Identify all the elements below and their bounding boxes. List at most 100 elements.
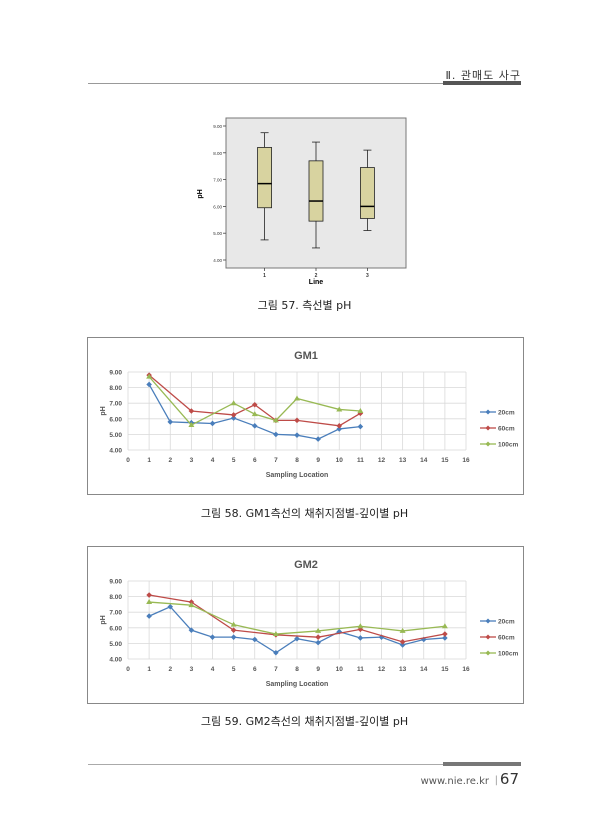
y-tick-label: 5.00 [213,231,222,236]
x-tick-label: 12 [378,666,386,673]
data-point-20cm [315,639,321,646]
x-tick-label: 3 [190,457,194,464]
series-line-100cm [148,376,361,426]
x-tick-label: 12 [378,457,386,464]
series-line-60cm [149,594,445,643]
y-tick-label: 7.00 [109,401,122,408]
data-point-60cm [146,592,152,598]
data-point-60cm [230,412,237,418]
x-tick-label: 8 [295,457,299,464]
y-tick-label: 6.00 [109,625,122,632]
legend-marker-100cm [485,650,491,656]
footer-url: www.nie.re.kr [420,776,489,787]
legend-marker-60cm [485,634,491,640]
x-tick-label: 7 [274,666,278,673]
x-tick-label: 7 [274,457,278,464]
y-tick-label: 4.00 [109,657,122,664]
legend-label-20cm: 20cm [498,619,515,626]
y-tick-label: 8.00 [109,385,122,392]
x-tick-label: 3 [190,666,194,673]
y-axis-label: pH [100,406,107,415]
data-point-100cm [336,406,343,412]
x-tick-label: 4 [211,666,215,673]
gm2-chart-frame: GM2 4.00 5.00 6.00 7.00 8.00 9.00 0 1 2 3 4 5 6 7 8 9 10 1… [87,546,524,704]
x-tick-label: 5 [232,457,236,464]
data-point-20cm [146,381,152,388]
data-point-100cm [315,627,322,633]
data-point-20cm [294,635,300,642]
data-point-20cm [378,634,385,640]
legend-label-60cm: 60cm [498,426,515,433]
x-tick-label: 4 [211,457,215,464]
x-tick-label: 14 [420,666,428,673]
x-tick-label: 0 [126,666,130,673]
legend-marker-60cm [485,425,491,431]
data-point-100cm [272,631,279,637]
footer-divider-accent [443,762,521,766]
x-tick-label: 13 [399,666,407,673]
y-axis-label: pH [197,189,204,198]
x-axis-label: Sampling Location [266,472,329,479]
data-point-60cm [188,599,195,605]
figure-caption-57: 그림 57. 측선별 pH [257,299,352,312]
x-tick-label: 13 [399,457,407,464]
data-point-60cm [294,417,300,424]
data-point-20cm [399,642,406,648]
data-point-60cm [315,634,321,640]
legend-label-20cm: 20cm [498,410,515,417]
x-tick-label: 11 [357,457,364,464]
figure-caption-59: 그림 59. GM2측선의 채취지점별-깊이별 pH [200,715,409,728]
data-point-60cm [188,408,195,414]
x-tick-label: 6 [253,457,257,464]
data-point-20cm [294,432,300,438]
data-point-20cm [230,634,237,640]
data-point-100cm [272,417,279,423]
x-tick-label: 16 [462,457,470,464]
page-number: 67 [499,770,519,788]
footer-separator: | [494,775,498,786]
data-point-60cm [230,627,237,633]
y-tick-label: 8.00 [213,151,222,156]
x-axis-label: Sampling Location [266,681,329,688]
x-tick-label: 1 [263,273,266,279]
x-tick-label: 16 [462,666,470,673]
header-divider-accent [443,81,521,85]
x-tick-label: 6 [253,666,257,673]
footer-divider [88,764,521,765]
data-point-20cm [251,423,258,429]
y-tick-label: 5.00 [109,432,122,439]
y-tick-label: 9.00 [109,579,122,586]
x-tick-label: 10 [336,457,344,464]
y-tick-label: 8.00 [109,594,122,601]
header-divider [88,83,521,84]
series-line-60cm [148,374,361,427]
data-point-20cm [188,627,195,633]
y-tick-label: 4.00 [213,258,222,263]
legend-marker-20cm [485,409,491,415]
data-point-20cm [336,426,343,432]
chart-title: GM2 [294,559,318,571]
chart-title: GM1 [294,350,318,362]
data-point-100cm [357,623,364,629]
x-tick-label: 2 [168,457,172,464]
data-point-60cm [442,631,448,637]
x-tick-label: 3 [366,273,369,279]
y-tick-label: 9.00 [213,124,222,129]
data-point-20cm [357,635,364,641]
data-point-100cm [146,599,153,605]
x-tick-label: 11 [357,666,364,673]
data-point-100cm [188,422,195,428]
y-axis-label: pH [100,615,107,624]
data-point-20cm [357,423,364,430]
data-point-100cm [357,408,364,413]
data-point-100cm [399,627,406,633]
data-point-20cm [167,419,174,425]
data-point-20cm [442,635,448,641]
y-tick-label: 4.00 [109,448,122,455]
x-tick-label: 5 [232,666,236,673]
x-tick-label: 1 [147,457,151,464]
x-tick-label: 9 [316,457,320,464]
y-tick-label: 7.00 [213,178,222,183]
data-point-20cm [209,634,216,640]
